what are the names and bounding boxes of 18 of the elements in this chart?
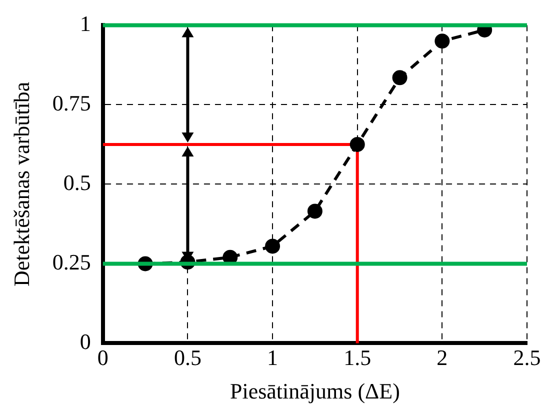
point xyxy=(265,238,280,254)
y-tick-label: 0 xyxy=(80,328,91,354)
x-tick-label: 0.5 xyxy=(174,345,202,370)
x-tick-label: 1.5 xyxy=(344,345,372,370)
x-axis-title: Piesātinājums (ΔE) xyxy=(230,378,400,404)
x-tick-label: 2.5 xyxy=(513,345,541,370)
x-tick-label: 2 xyxy=(436,345,448,370)
y-tick-label: 1 xyxy=(80,10,91,36)
y-tick-label: 0.5 xyxy=(63,170,91,195)
x-tick-label: 0 xyxy=(97,345,108,370)
y-axis-title: Detektēšanas varbūtība xyxy=(8,82,34,287)
y-tick-label: 0.25 xyxy=(52,249,91,274)
point xyxy=(434,34,450,49)
point xyxy=(350,136,365,152)
point xyxy=(392,70,408,86)
x-tick-label: 1 xyxy=(267,345,278,370)
y-tick-label: 0.75 xyxy=(52,90,91,116)
point xyxy=(307,204,322,219)
